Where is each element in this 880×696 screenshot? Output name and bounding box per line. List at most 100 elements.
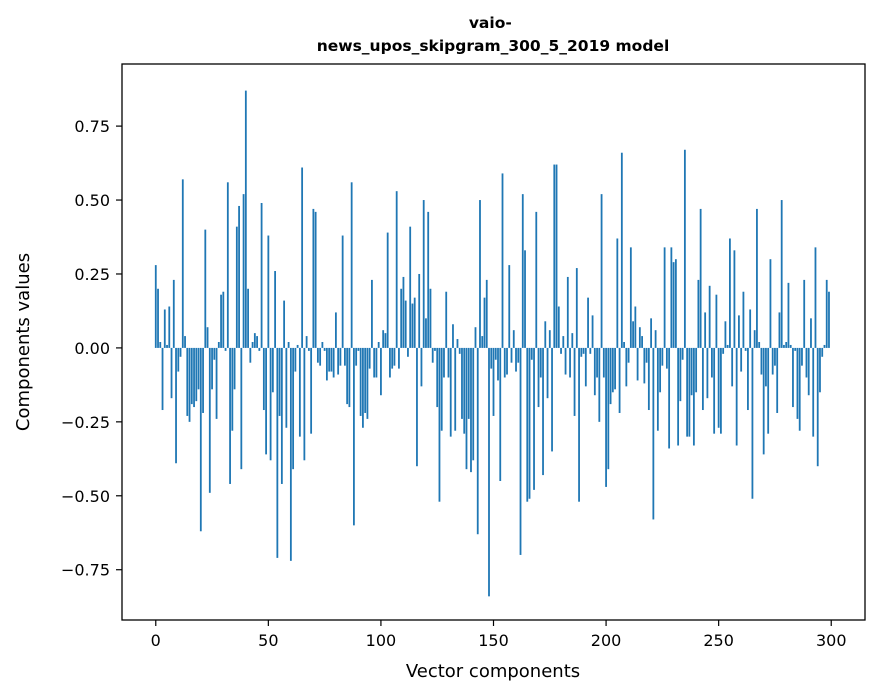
- bar: [535, 211, 538, 348]
- bar: [499, 347, 502, 481]
- bar: [179, 347, 182, 357]
- bar: [438, 347, 441, 502]
- bar: [409, 226, 412, 348]
- bar: [244, 90, 247, 348]
- y-tick-label: 0.50: [74, 191, 110, 210]
- bar: [373, 347, 376, 378]
- bar: [359, 347, 362, 416]
- bar: [636, 347, 639, 381]
- bar: [627, 347, 630, 363]
- bar: [801, 347, 803, 366]
- bar: [542, 347, 544, 476]
- bar: [260, 203, 263, 348]
- bar: [289, 347, 292, 561]
- bar: [735, 347, 738, 446]
- bar: [670, 247, 673, 348]
- y-axis-ticks: −0.75 −0.50 −0.25 0.00 0.25 0.50 0.75: [61, 117, 122, 580]
- bar: [339, 347, 342, 366]
- bar: [287, 342, 290, 348]
- bar: [751, 347, 754, 499]
- bar: [256, 336, 258, 348]
- bar: [323, 347, 326, 351]
- bar: [661, 347, 664, 366]
- bar: [598, 347, 601, 422]
- bar: [774, 347, 776, 366]
- bar: [645, 347, 648, 363]
- bar: [366, 347, 369, 419]
- bar: [589, 347, 592, 354]
- bar: [332, 347, 335, 378]
- bar: [521, 194, 524, 348]
- bar: [647, 347, 650, 411]
- bar: [420, 347, 423, 387]
- bar: [226, 182, 229, 348]
- bar: [382, 330, 385, 348]
- bar: [652, 347, 655, 520]
- x-tick-label: 250: [703, 631, 734, 650]
- bar: [305, 336, 308, 348]
- bar: [224, 347, 227, 351]
- bar: [301, 167, 304, 348]
- bar: [819, 347, 821, 393]
- bar: [807, 347, 810, 396]
- bar: [699, 208, 702, 348]
- bar: [650, 318, 653, 348]
- bar: [618, 347, 621, 413]
- bar: [168, 306, 171, 348]
- bar: [688, 347, 691, 437]
- bar: [663, 247, 666, 348]
- bar: [481, 336, 484, 348]
- bar: [731, 347, 734, 387]
- bar: [726, 344, 729, 348]
- chart-title: vaio- news_upos_skipgram_300_5_2019 mode…: [317, 14, 670, 55]
- bar: [593, 347, 596, 396]
- x-axis-label: Vector components: [406, 661, 580, 682]
- bar: [303, 347, 306, 461]
- bar: [544, 321, 547, 348]
- bar: [220, 294, 222, 348]
- bar: [515, 347, 517, 372]
- bar: [656, 347, 659, 431]
- bar: [240, 347, 243, 470]
- bar: [330, 347, 333, 372]
- bar: [431, 347, 434, 363]
- bar: [325, 347, 328, 381]
- bar: [436, 347, 439, 408]
- bar: [341, 235, 344, 348]
- bar: [821, 347, 824, 357]
- bar: [629, 247, 632, 348]
- bar: [798, 347, 801, 431]
- bar: [605, 347, 607, 487]
- bar: [188, 347, 191, 422]
- bar: [458, 347, 461, 354]
- bar: [744, 347, 747, 351]
- bar: [197, 347, 200, 390]
- y-tick-label: −0.50: [61, 487, 110, 506]
- bar: [530, 347, 533, 360]
- bar: [217, 342, 220, 348]
- bar: [776, 347, 779, 413]
- bar: [319, 347, 322, 366]
- bar: [357, 347, 360, 351]
- bar: [503, 347, 506, 378]
- bar: [596, 347, 598, 378]
- bar: [758, 342, 761, 348]
- bar: [204, 229, 207, 348]
- bar: [654, 330, 657, 348]
- bar: [681, 347, 684, 360]
- x-tick-label: 150: [478, 631, 509, 650]
- bar: [805, 347, 808, 378]
- bar: [222, 291, 225, 348]
- bar: [812, 347, 815, 437]
- bar: [760, 347, 763, 375]
- bar: [695, 347, 698, 393]
- bar: [607, 347, 610, 470]
- bar: [512, 330, 515, 348]
- bar: [591, 315, 594, 348]
- bar: [262, 347, 265, 411]
- bar: [717, 347, 720, 428]
- bar: [434, 347, 436, 351]
- bar: [526, 347, 529, 502]
- bar: [828, 291, 830, 348]
- bar: [810, 318, 812, 348]
